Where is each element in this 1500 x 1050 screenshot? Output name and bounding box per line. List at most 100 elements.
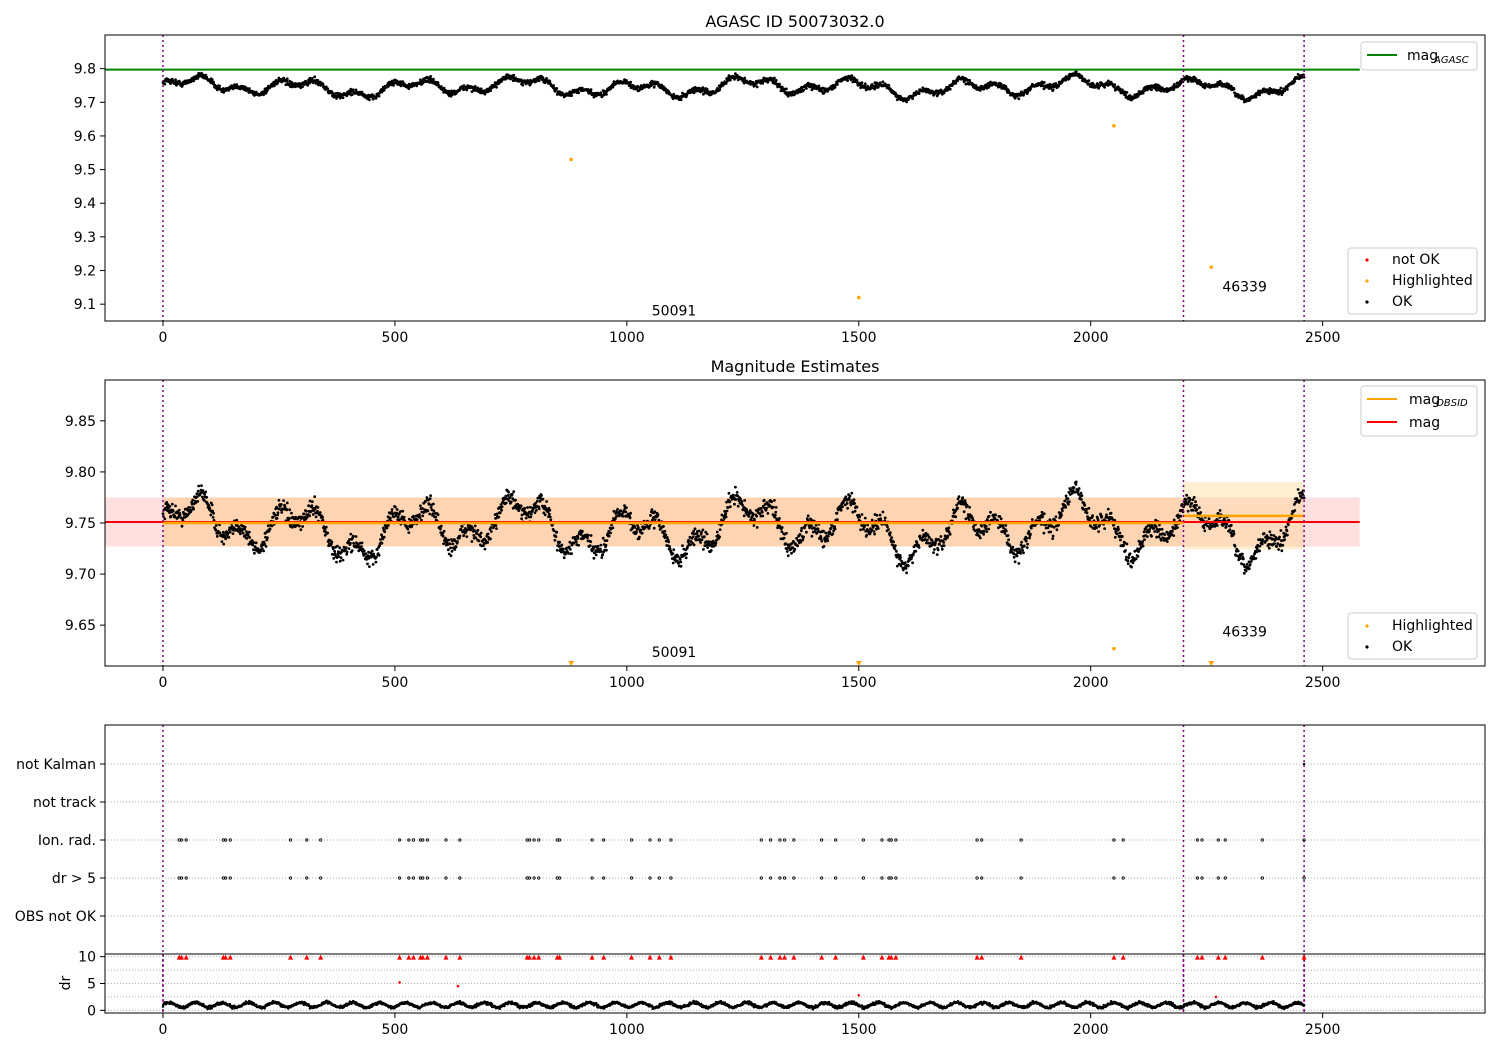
p2-ok-point [310,500,314,504]
p2-ok-point [844,495,848,499]
p2-ok-point [520,517,523,521]
p2-ok-point [349,541,352,545]
p2-ok-point [474,536,477,540]
p2-ok-point [519,504,523,508]
p2-ok-point [819,535,823,538]
p1-ok-point [679,98,683,102]
p2-ok-point [1191,508,1195,512]
p2-ok-point [456,540,459,543]
p2-ok-point [1258,544,1262,548]
p2-ok-point [449,554,453,558]
p2-ok-point [656,513,660,517]
p2-ok-point [1150,534,1153,538]
p2-ok-point [1013,560,1017,564]
p2-ok-point [517,509,521,512]
p2-ok-point [1064,494,1068,498]
p2-ok-point [687,538,690,542]
p2-ok-point [412,514,415,518]
p2-ok-point [689,543,692,547]
p1-ok-point [306,83,310,87]
p2-ok-point [753,517,756,521]
p1-ok-point [773,76,776,80]
p2-ok-point [1025,546,1029,549]
p2-ok-point [700,531,703,534]
p2-ok-point [1276,542,1280,546]
p2-ok-point [1004,529,1008,533]
p1-ok-point [479,87,483,91]
p2-ok-point [543,513,547,517]
p2-ok-point [706,546,709,549]
p2-ok-point [904,566,908,570]
p2-ok-point [349,532,353,536]
p2-ok-point [758,512,762,516]
p2-ok-point [987,514,991,518]
p2-ok-point [231,532,235,535]
p2-ok-point [322,525,326,528]
p2-ok-point [574,540,578,544]
p2-ok-point [735,491,739,494]
p2-ok-point [326,531,330,535]
p2-ok-point [747,515,751,518]
p1-ytick-label: 9.4 [74,196,96,212]
p1-ok-point [470,90,474,93]
p1-ok-point [351,88,355,92]
p2-ok-point [679,564,683,568]
p2-ok-point [562,556,566,560]
p2-ok-point [940,547,944,551]
p2-ok-point [268,527,272,531]
p2-ok-point [859,528,862,532]
p2-ok-point [933,548,936,551]
p2-ok-point [956,507,959,510]
p2-ok-point [429,494,432,497]
p2-ok-point [1172,534,1176,537]
p2-ok-point [1195,508,1199,511]
p1-ok-point [589,88,593,91]
p1-ok-point [855,78,859,82]
p2-ok-point [848,498,851,501]
p2-ok-point [662,525,665,528]
p2-ok-point [907,564,910,568]
p2-ok-point [980,524,984,528]
p2-ok-point [605,539,609,542]
p1-ok-point [905,100,908,104]
p2-ok-point [339,556,343,560]
p2-ok-point [1277,548,1280,551]
p2-ok-point [1126,559,1130,563]
p2-ok-point [1060,513,1063,517]
p2-ok-point [1186,509,1190,513]
p1-ok-point [1150,88,1153,92]
p2-ok-point [570,552,573,555]
p2-ok-point [1293,509,1297,512]
p2-ok-point [1154,525,1158,528]
p2-ok-point [773,513,777,517]
p2-ok-point [1254,557,1258,560]
p2-ok-point [924,534,927,538]
p2-ok-point [321,515,324,519]
p2-ok-point [1083,503,1087,507]
p1-ok-point [718,88,721,92]
p2-ok-point [529,512,533,516]
p2-ok-point [171,509,175,513]
p2-ok-point [685,552,689,556]
p2-ok-point [308,514,311,518]
p2-ok-point [1203,529,1207,533]
p2-ok-point [755,514,759,518]
p2-ok-point [453,548,457,551]
p2-ok-point [568,547,572,551]
p2-ok-point [264,545,268,548]
p2-ok-point [628,516,632,520]
p1-ok-point [1128,94,1132,97]
p1-ok-point [833,86,837,89]
p2-ok-point [1153,530,1157,533]
p2-ok-point [715,530,719,534]
p2-ok-point [205,495,209,499]
panel2-title: Magnitude Estimates [711,357,880,376]
p2-ok-point [612,509,616,513]
p2-ok-point [285,508,289,512]
p2-ok-point [371,563,375,566]
p2-ok-point [479,535,483,539]
p1-ok-point [214,84,218,88]
p2-ok-point [1157,535,1161,539]
p2-ok-point [892,540,895,544]
p2-ok-point [604,543,608,547]
